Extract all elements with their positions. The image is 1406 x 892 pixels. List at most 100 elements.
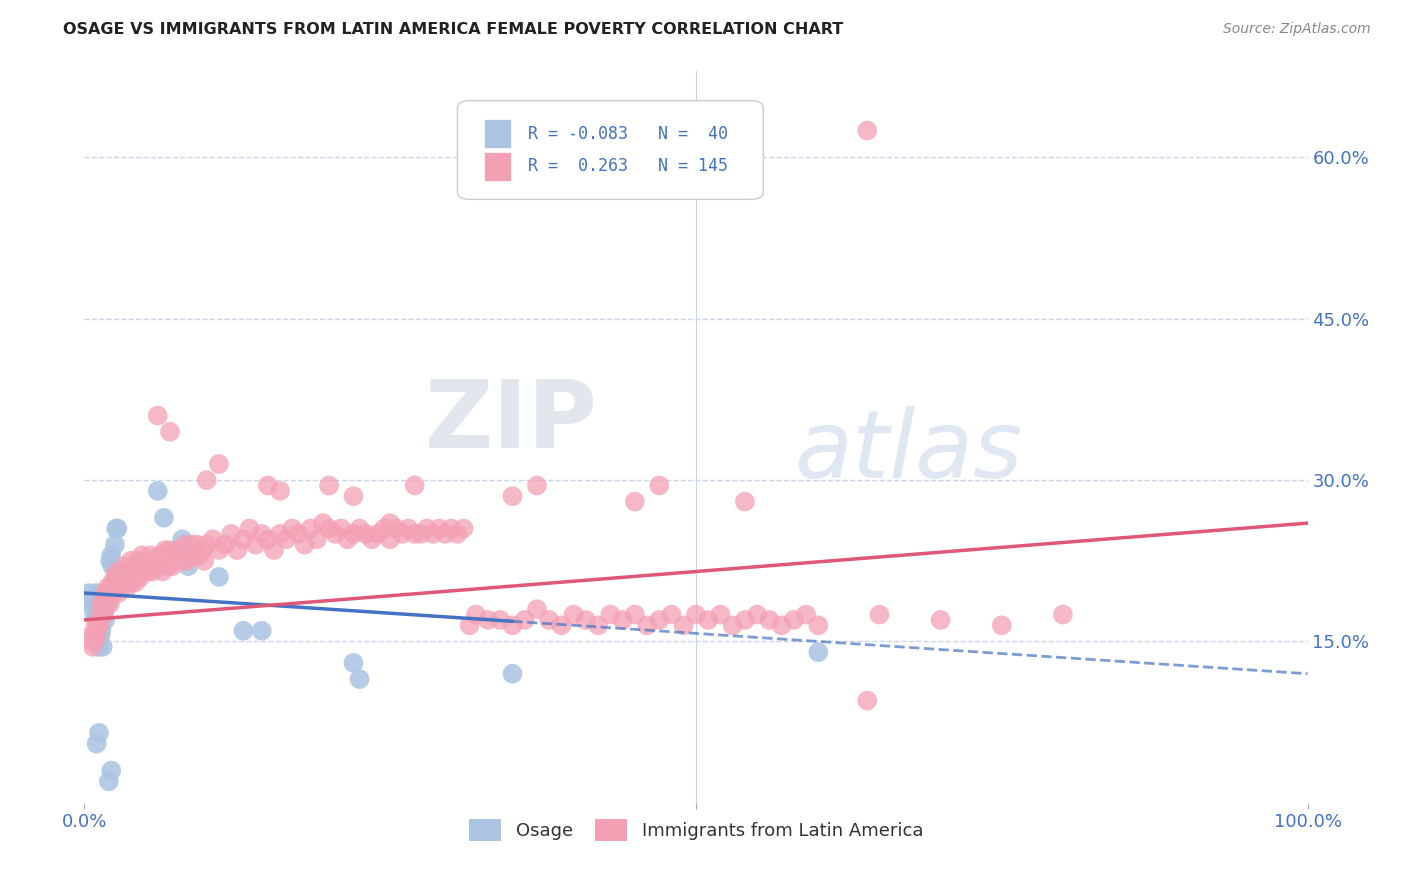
- Point: [125, 575, 148, 590]
- Point: [104, 538, 127, 552]
- Point: [250, 527, 273, 541]
- Point: [93, 607, 115, 622]
- Point: [89, 607, 111, 622]
- Point: [794, 607, 817, 622]
- Point: [440, 521, 463, 535]
- Point: [121, 575, 143, 590]
- Point: [135, 554, 157, 568]
- Point: [299, 521, 322, 535]
- Point: [453, 521, 475, 535]
- Point: [142, 565, 165, 579]
- Point: [502, 666, 524, 681]
- Point: [318, 478, 340, 492]
- Point: [330, 521, 353, 535]
- Point: [305, 533, 328, 547]
- Point: [83, 629, 105, 643]
- Point: [807, 618, 830, 632]
- Point: [208, 543, 231, 558]
- Point: [146, 483, 169, 498]
- Point: [263, 543, 285, 558]
- Point: [146, 409, 169, 423]
- Point: [169, 543, 191, 558]
- Point: [80, 597, 103, 611]
- Point: [128, 559, 150, 574]
- Point: [661, 607, 683, 622]
- Point: [807, 645, 830, 659]
- Point: [132, 565, 155, 579]
- Point: [349, 521, 371, 535]
- Point: [82, 640, 104, 654]
- Point: [636, 618, 658, 632]
- Point: [513, 613, 536, 627]
- Point: [103, 586, 125, 600]
- Point: [193, 554, 215, 568]
- Point: [318, 521, 340, 535]
- Point: [422, 527, 444, 541]
- FancyBboxPatch shape: [484, 119, 512, 148]
- Point: [143, 554, 166, 568]
- Point: [89, 629, 111, 643]
- Point: [464, 607, 486, 622]
- Point: [380, 533, 402, 547]
- Point: [83, 591, 105, 606]
- Point: [87, 618, 110, 632]
- Point: [139, 549, 162, 563]
- Text: Source: ZipAtlas.com: Source: ZipAtlas.com: [1223, 22, 1371, 37]
- Point: [709, 607, 731, 622]
- Point: [96, 597, 118, 611]
- Point: [367, 527, 389, 541]
- Point: [342, 489, 364, 503]
- Point: [624, 494, 647, 508]
- Point: [747, 607, 769, 622]
- Point: [162, 559, 184, 574]
- Point: [856, 693, 879, 707]
- Point: [87, 618, 110, 632]
- Point: [226, 543, 249, 558]
- Point: [269, 527, 291, 541]
- Point: [856, 123, 879, 137]
- Point: [208, 570, 231, 584]
- Point: [489, 613, 512, 627]
- Point: [312, 516, 335, 530]
- Point: [721, 618, 744, 632]
- Point: [97, 586, 120, 600]
- Text: OSAGE VS IMMIGRANTS FROM LATIN AMERICA FEMALE POVERTY CORRELATION CHART: OSAGE VS IMMIGRANTS FROM LATIN AMERICA F…: [63, 22, 844, 37]
- Point: [79, 629, 101, 643]
- Point: [612, 613, 634, 627]
- Point: [991, 618, 1014, 632]
- Point: [87, 726, 110, 740]
- Point: [172, 533, 194, 547]
- Point: [105, 575, 128, 590]
- Point: [404, 527, 426, 541]
- Point: [416, 521, 439, 535]
- Point: [156, 559, 179, 574]
- Point: [122, 565, 145, 579]
- Point: [232, 533, 254, 547]
- Point: [94, 586, 117, 600]
- Point: [177, 559, 200, 574]
- Point: [87, 640, 110, 654]
- Point: [94, 613, 117, 627]
- Point: [84, 597, 107, 611]
- Point: [112, 575, 135, 590]
- Point: [153, 510, 176, 524]
- Point: [360, 533, 382, 547]
- Point: [183, 549, 205, 563]
- Point: [101, 575, 124, 590]
- Point: [152, 565, 174, 579]
- Point: [232, 624, 254, 638]
- Point: [294, 538, 316, 552]
- Point: [97, 586, 120, 600]
- Point: [526, 602, 548, 616]
- Point: [734, 613, 756, 627]
- Point: [91, 640, 114, 654]
- Point: [502, 489, 524, 503]
- Point: [98, 554, 121, 568]
- Point: [104, 570, 127, 584]
- Point: [97, 597, 120, 611]
- Point: [458, 618, 481, 632]
- Point: [100, 549, 122, 563]
- Point: [159, 425, 181, 439]
- Point: [181, 538, 204, 552]
- Point: [685, 607, 707, 622]
